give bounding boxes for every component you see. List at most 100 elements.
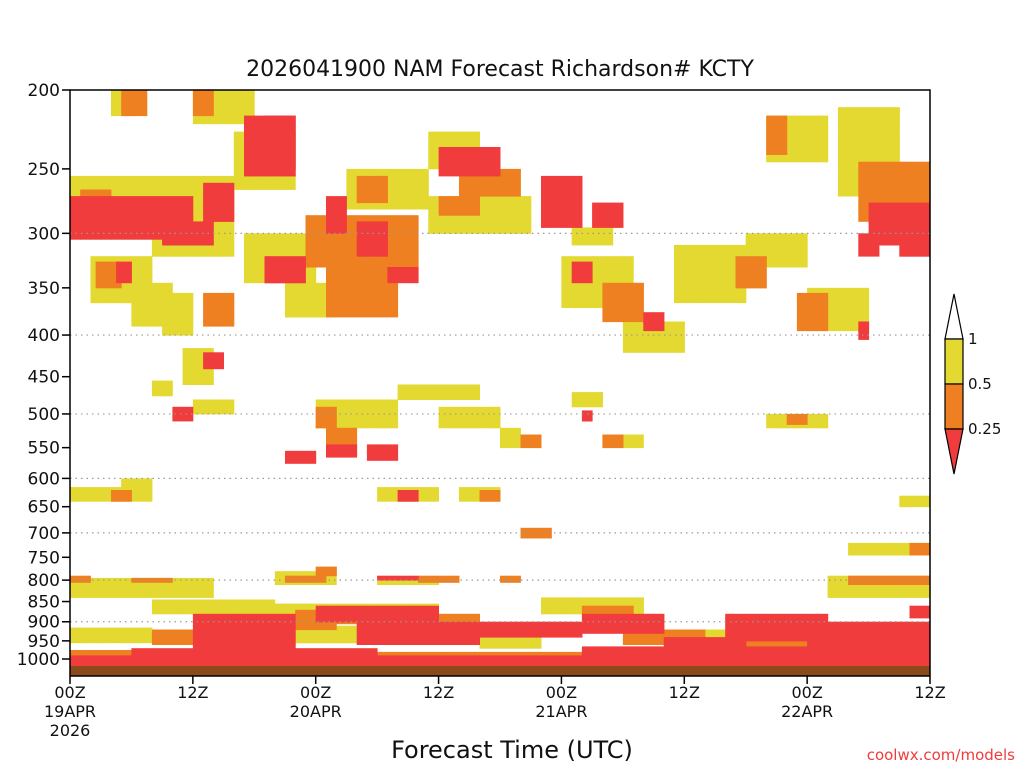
heatmap-cell: [438, 629, 450, 635]
heatmap-cell: [878, 646, 890, 651]
heatmap-cell: [643, 605, 644, 610]
heatmap-cell: [264, 603, 276, 608]
heatmap-cell: [172, 611, 184, 615]
heatmap-cell: [90, 577, 102, 589]
heatmap-cell: [858, 646, 869, 651]
heatmap-cell: [336, 454, 347, 458]
heatmap-cell: [807, 155, 818, 163]
heatmap-cell: [244, 633, 255, 639]
heatmap-cell: [326, 629, 337, 635]
heatmap-cell: [827, 659, 839, 664]
heatmap-cell: [336, 226, 347, 234]
heatmap-cell: [105, 271, 117, 283]
heatmap-cell: [192, 409, 204, 415]
heatmap-cell: [305, 255, 317, 266]
heatmap-cell: [448, 629, 460, 635]
heatmap-cell: [694, 244, 706, 256]
heatmap-cell: [387, 659, 399, 664]
heatmap-cell: [725, 244, 736, 256]
heatmap-cell: [326, 267, 337, 278]
heatmap-cell: [162, 577, 173, 583]
heatmap-cell: [827, 585, 839, 597]
heatmap-cell: [684, 254, 695, 266]
heatmap-cell: [264, 233, 276, 244]
heatmap-cell: [428, 226, 439, 234]
heatmap-cell: [848, 621, 859, 627]
heatmap-cell: [459, 629, 470, 635]
heatmap-cell: [397, 659, 409, 664]
heatmap-cell: [151, 216, 163, 227]
heatmap-cell: [530, 527, 542, 539]
heatmap-cell: [796, 613, 808, 619]
heatmap-cell: [858, 654, 869, 659]
heatmap-cell: [848, 658, 859, 660]
heatmap-cell: [889, 191, 900, 203]
heatmap-cell: [418, 198, 429, 210]
heatmap-cell: [571, 215, 583, 227]
heatmap-cell: [459, 651, 470, 657]
heatmap-cell: [725, 646, 736, 651]
heatmap-cell: [868, 595, 880, 598]
heatmap-cell: [366, 659, 378, 664]
heatmap-cell: [909, 617, 921, 619]
heatmap-cell: [469, 621, 480, 627]
heatmap-cell: [285, 637, 296, 643]
heatmap-cell: [100, 286, 112, 297]
heatmap-cell: [111, 185, 122, 197]
heatmap-cell: [326, 625, 337, 631]
heatmap-cell: [868, 287, 870, 299]
heatmap-cell: [346, 621, 358, 625]
heatmap-cell: [878, 552, 890, 556]
heatmap-cell: [305, 625, 317, 631]
heatmap-cell: [643, 621, 654, 627]
heatmap-cell: [796, 423, 808, 429]
heatmap-cell: [858, 211, 869, 222]
heatmap-cell: [889, 242, 900, 246]
heatmap-cell: [653, 617, 665, 623]
heatmap-cell: [674, 294, 685, 304]
heatmap-cell: [581, 601, 593, 606]
heatmap-cell: [285, 165, 296, 177]
heatmap-cell: [162, 216, 173, 227]
heatmap-cell: [735, 294, 747, 304]
heatmap-cell: [111, 256, 122, 267]
heatmap-cell: [684, 646, 695, 651]
heatmap-cell: [151, 282, 163, 294]
heatmap-cell: [407, 384, 419, 395]
heatmap-cell: [448, 206, 460, 216]
heatmap-cell: [366, 231, 378, 242]
y-tick-label: 600: [28, 469, 60, 489]
heatmap-cell: [735, 633, 747, 639]
heatmap-cell: [858, 625, 869, 631]
heatmap-cell: [377, 621, 388, 627]
heatmap-cell: [858, 233, 869, 244]
heatmap-cell: [919, 191, 931, 203]
heatmap-cell: [111, 635, 122, 641]
heatmap-cell: [141, 652, 153, 657]
heatmap-cell: [80, 663, 91, 667]
heatmap-cell: [233, 110, 245, 121]
heatmap-cell: [131, 648, 143, 653]
heatmap-cell: [192, 231, 204, 242]
heatmap-cell: [80, 655, 91, 660]
heatmap-cell: [111, 110, 122, 117]
heatmap-cell: [612, 629, 624, 634]
heatmap-cell: [254, 233, 265, 244]
heatmap-cell: [868, 641, 880, 647]
heatmap-cell: [356, 617, 368, 623]
heatmap-cell: [592, 256, 603, 267]
heatmap-cell: [151, 312, 163, 324]
heatmap-cell: [612, 282, 624, 294]
heatmap-cell: [244, 135, 255, 147]
heatmap-cell: [766, 145, 777, 155]
heatmap-cell: [837, 327, 849, 332]
heatmap-cell: [633, 617, 644, 623]
heatmap-cell: [192, 617, 204, 623]
heatmap-cell: [796, 617, 808, 623]
heatmap-cell: [407, 605, 419, 611]
heatmap-cell: [285, 181, 296, 190]
heatmap-cell: [674, 351, 685, 353]
heatmap-cell: [581, 625, 593, 631]
heatmap-cell: [407, 500, 419, 502]
